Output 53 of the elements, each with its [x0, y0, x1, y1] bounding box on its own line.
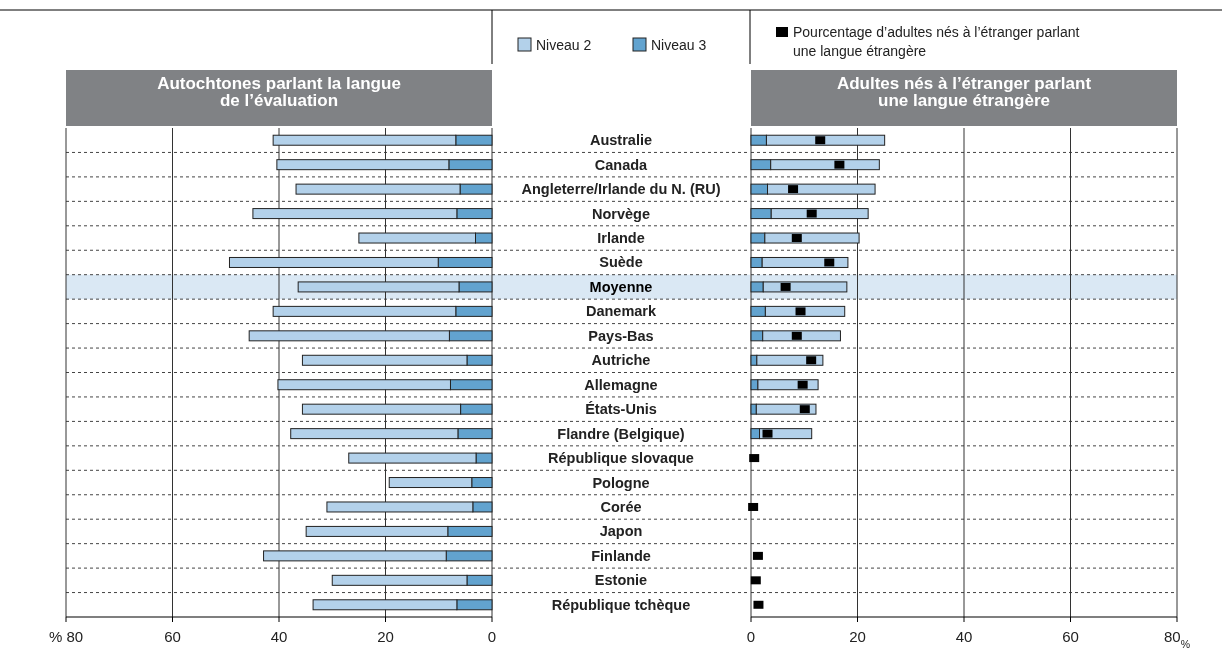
x-tick-label: 60	[164, 628, 181, 645]
chart-title: Adultes nés à l’étranger parlant une langue étrangère	[836, 74, 1092, 110]
x-tick-label: % 80	[48, 628, 84, 645]
y-tick-label: Corée	[600, 498, 642, 515]
point	[753, 600, 764, 609]
y-tick-label: Moyenne	[589, 278, 653, 295]
y-tick-label: Finlande	[591, 547, 651, 564]
y-tick-label: République tchèque	[551, 596, 691, 613]
point	[834, 160, 845, 169]
y-tick-label: Pays-Bas	[588, 327, 654, 344]
y-tick-label: Estonie	[594, 572, 648, 589]
x-tick-label: 80$_{%}$	[1163, 628, 1191, 650]
point	[750, 576, 761, 585]
point	[797, 380, 808, 389]
legend-label: Niveau 3	[651, 37, 707, 53]
x-tick-label: 60	[1062, 628, 1079, 645]
y-tick-label: Pologne	[592, 474, 650, 491]
point	[791, 331, 802, 340]
point	[799, 405, 810, 414]
point	[806, 356, 817, 365]
point	[788, 185, 799, 194]
legend-label: Pourcentage d’adultes nés à l’étranger parlant une langue étrangère	[793, 24, 1080, 59]
y-tick-label: Flandre (Belgique)	[557, 425, 685, 442]
y-tick-label: Allemagne	[584, 376, 658, 393]
y-tick-label: Autriche	[591, 352, 651, 369]
point	[824, 258, 835, 267]
point	[762, 429, 773, 438]
point	[752, 551, 763, 560]
x-tick-label: 0	[746, 628, 756, 645]
x-tick-label: 20	[849, 628, 866, 645]
y-tick-label: Australie	[589, 132, 653, 149]
y-tick-label: Suède	[599, 254, 643, 271]
point	[749, 454, 760, 463]
y-tick-label: Danemark	[585, 303, 657, 320]
legend-label: Niveau 2	[536, 37, 592, 53]
y-tick-label: Norvège	[591, 205, 651, 222]
y-tick-label: Canada	[594, 156, 649, 173]
point	[780, 282, 791, 291]
point	[791, 234, 802, 243]
y-tick-label: États-Unis	[585, 401, 657, 418]
y-tick-label: Irlande	[597, 230, 645, 247]
chart-title: Autochtones parlant la langue de l’évaluation	[157, 74, 401, 110]
x-tick-label: 40	[270, 628, 288, 645]
x-tick-label: 20	[377, 628, 394, 645]
x-tick-label: 0	[487, 628, 497, 645]
y-tick-label: République slovaque	[548, 450, 694, 467]
y-tick-label: Japon	[599, 523, 643, 540]
point	[748, 502, 759, 511]
point	[815, 136, 826, 145]
point	[795, 307, 806, 316]
y-tick-label: Angleterre/Irlande du N. (RU)	[521, 181, 721, 198]
x-tick-label: 40	[955, 628, 973, 645]
point	[806, 209, 817, 218]
